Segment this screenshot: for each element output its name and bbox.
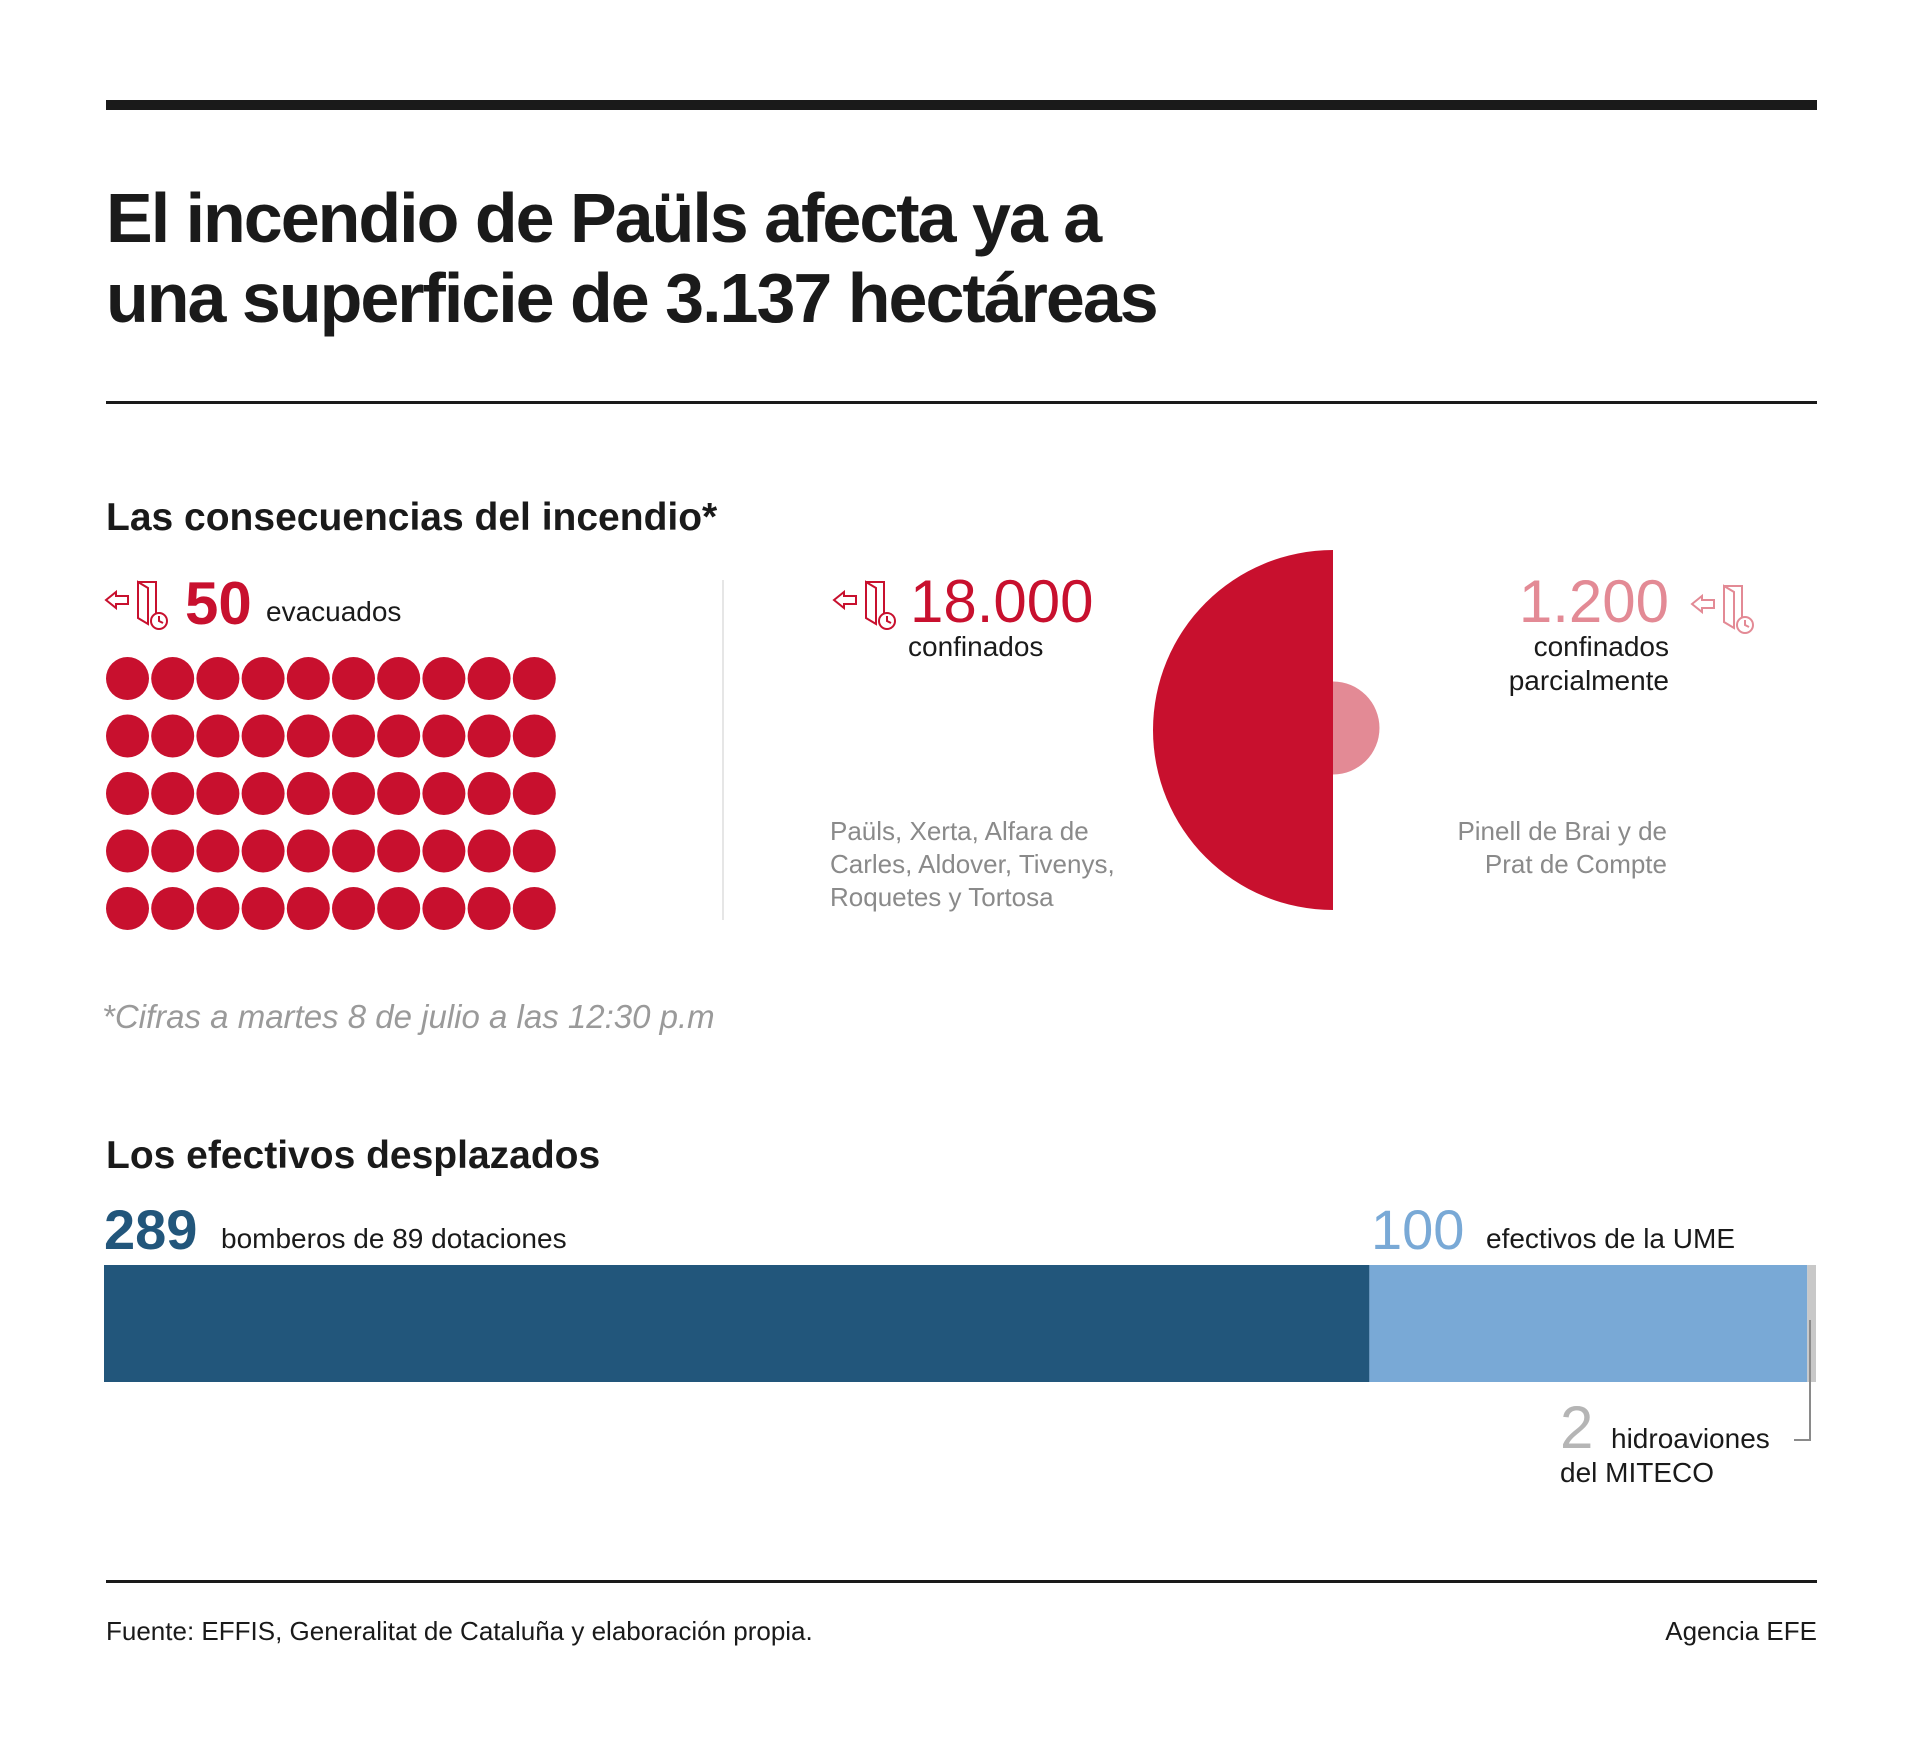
firefighters-value: 289 [104, 1198, 198, 1261]
evacuated-dot [286, 887, 330, 930]
confined-semicircle-chart [1153, 550, 1380, 910]
top-rule [106, 100, 1817, 110]
partially-confined-label-line: confinados [1533, 631, 1669, 662]
partially-confined-label: confinados parcialmente [1509, 630, 1669, 698]
ume-label: efectivos de la UME [1486, 1223, 1735, 1254]
confined-value: 18.000 [910, 568, 1094, 635]
resources-stacked-bar [104, 1265, 1816, 1382]
seaplanes-bar-segment [1807, 1265, 1816, 1382]
evacuated-dot [151, 772, 195, 815]
evacuated-dot [151, 887, 195, 930]
evacuated-dot [286, 714, 330, 758]
evacuated-dot [241, 772, 285, 815]
evacuated-dot [377, 772, 421, 815]
evacuated-dot [196, 714, 240, 758]
ume-value: 100 [1371, 1198, 1465, 1261]
evacuated-dot [512, 887, 556, 930]
evacuated-dot [467, 657, 511, 700]
evacuated-dot [332, 657, 375, 700]
seaplanes-leader-line [1794, 1320, 1811, 1441]
evacuated-dot [512, 714, 556, 758]
seaplanes-label-line: hidroaviones [1611, 1423, 1770, 1454]
evacuated-dot [286, 657, 330, 700]
evacuated-dot [106, 714, 149, 758]
evacuated-dot [286, 829, 330, 873]
evacuated-dot [106, 772, 149, 815]
seaplanes-label-line: del MITECO [1560, 1457, 1715, 1488]
evacuated-dot [422, 657, 466, 700]
evacuated-dot [151, 829, 195, 873]
evacuated-dot [422, 772, 466, 815]
confined-label: confinados [908, 631, 1044, 662]
evacuated-dot [106, 657, 149, 700]
evacuated-dot [332, 887, 375, 930]
evacuated-label: evacuados [266, 596, 402, 627]
confined-places: Paüls, Xerta, Alfara de Carles, Aldover,… [830, 815, 1170, 914]
evacuated-dot [467, 887, 511, 930]
source-credit: Fuente: EFFIS, Generalitat de Cataluña y… [106, 1616, 813, 1646]
evacuated-dot [196, 829, 240, 873]
partially-confined-places: Pinell de Brai y de Prat de Compte [1367, 815, 1667, 881]
evacuated-dot [332, 829, 375, 873]
partially-confined-semicircle [1333, 681, 1380, 775]
page-title: El incendio de Paüls afecta ya a una sup… [106, 178, 1506, 338]
door-exit-clock-icon [1690, 584, 1754, 634]
evacuated-pictogram [106, 657, 556, 930]
evacuated-dot [196, 772, 240, 815]
evacuated-dot [512, 772, 556, 815]
door-exit-clock-icon [104, 580, 168, 630]
evacuated-dot [467, 772, 511, 815]
evacuated-dot [106, 829, 149, 873]
evacuated-dot [377, 829, 421, 873]
ume-bar-segment [1369, 1265, 1808, 1382]
firefighters-label: bomberos de 89 dotaciones [221, 1223, 567, 1254]
evacuated-dot [512, 657, 556, 700]
evacuated-dot [196, 657, 240, 700]
partially-confined-place-line: Pinell de Brai y de [1457, 816, 1667, 846]
evacuated-dot [377, 657, 421, 700]
title-line-1: El incendio de Paüls afecta ya a [106, 179, 1102, 257]
evacuated-dot [241, 829, 285, 873]
evacuated-dot [422, 714, 466, 758]
evacuated-dot [332, 714, 375, 758]
evacuated-dot [286, 772, 330, 815]
seaplanes-value: 2 [1560, 1394, 1594, 1461]
evacuated-dot [422, 829, 466, 873]
bottom-rule [106, 1580, 1817, 1583]
partially-confined-label-line: parcialmente [1508, 665, 1669, 696]
evacuated-dot [377, 887, 421, 930]
evacuated-dot [332, 772, 375, 815]
partially-confined-place-line: Prat de Compte [1484, 849, 1667, 879]
evacuated-dot [241, 714, 285, 758]
evacuated-dot [377, 714, 421, 758]
confined-place-line: Carles, Aldover, Tivenys, [830, 849, 1115, 879]
evacuated-dot [467, 829, 511, 873]
evacuated-dot [422, 887, 466, 930]
evacuated-dot [151, 657, 195, 700]
confined-place-line: Paüls, Xerta, Alfara de [830, 816, 1089, 846]
evacuated-dot [241, 657, 285, 700]
section-divider [722, 580, 724, 920]
confined-semicircle [1153, 550, 1333, 910]
door-exit-clock-icon [832, 580, 896, 630]
footnote: *Cifras a martes 8 de julio a las 12:30 … [102, 998, 715, 1035]
evacuated-dot [512, 829, 556, 873]
firefighters-bar-segment [104, 1265, 1370, 1382]
evacuated-dot [151, 714, 195, 758]
title-line-2: una superficie de 3.137 hectáreas [106, 259, 1159, 337]
section-title-resources: Los efectivos desplazados [106, 1134, 601, 1177]
section-title-consequences: Las consecuencias del incendio* [106, 496, 718, 539]
title-rule [106, 401, 1817, 404]
evacuated-dot [106, 887, 149, 930]
confined-place-line: Roquetes y Tortosa [830, 882, 1054, 912]
evacuated-dot [196, 887, 240, 930]
evacuated-value: 50 [185, 570, 252, 637]
agency-credit: Agencia EFE [1665, 1616, 1817, 1646]
evacuated-dot [467, 714, 511, 758]
partially-confined-value: 1.200 [1518, 568, 1669, 635]
evacuated-dot [241, 887, 285, 930]
